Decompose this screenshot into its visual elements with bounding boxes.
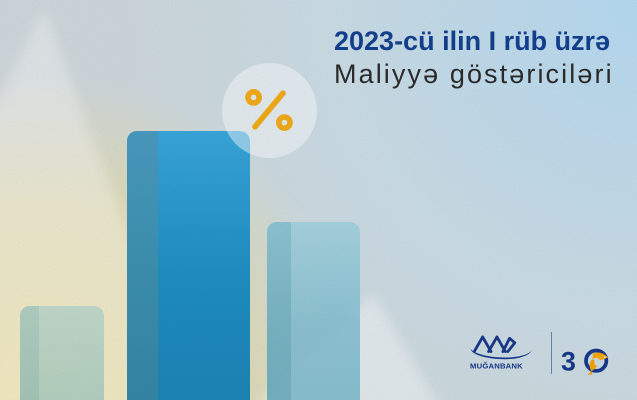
svg-text:MUĞANBANK: MUĞANBANK [470,362,523,371]
svg-text:3: 3 [561,347,576,377]
